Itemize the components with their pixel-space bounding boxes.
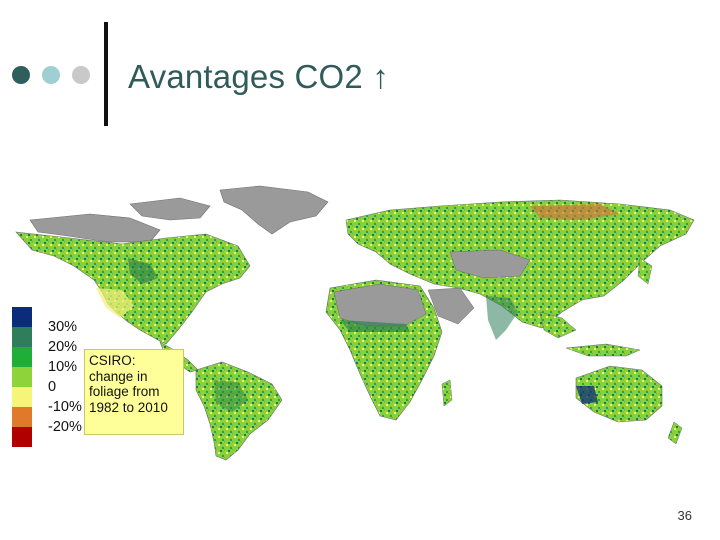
sahara-gray <box>333 283 427 327</box>
title-divider <box>104 22 108 126</box>
legend-label: 20% <box>48 339 78 355</box>
new-zealand <box>667 421 683 445</box>
legend-swatch <box>12 367 32 387</box>
madagascar <box>441 379 453 407</box>
dot-teal <box>42 66 60 84</box>
dot-dark <box>12 66 30 84</box>
legend-label: -20% <box>48 419 82 435</box>
legend-swatch <box>12 327 32 347</box>
siberia-red <box>530 204 620 220</box>
legend-swatch <box>12 387 32 407</box>
india <box>486 296 518 340</box>
australia-dark <box>576 386 598 404</box>
japan <box>637 257 653 285</box>
legend-swatch <box>12 407 32 427</box>
southeast-asia <box>539 311 577 339</box>
slide-title: Avantages CO2 ↑ <box>128 58 390 95</box>
arctic-islands <box>129 197 211 221</box>
indonesia <box>565 343 641 357</box>
legend-swatch <box>12 347 32 367</box>
arabia-gray <box>427 287 475 325</box>
note-line: 1982 to 2010 <box>89 399 168 415</box>
central-asia-gray <box>449 249 531 279</box>
north-america <box>15 231 251 345</box>
legend-swatch <box>12 427 32 447</box>
csiro-note: CSIRO: change in foliage from 1982 to 20… <box>84 349 184 435</box>
north-america-desert <box>96 288 134 318</box>
bullet-dots <box>12 66 96 84</box>
note-line: foliage from <box>89 384 160 399</box>
legend-label: -10% <box>48 399 82 415</box>
north-america-dark <box>128 258 158 284</box>
south-america <box>195 361 283 461</box>
legend: 30% 20% 10% 0 -10% -20% <box>12 307 82 451</box>
greenland <box>219 185 329 235</box>
legend-label: 30% <box>48 319 78 335</box>
south-america-dark <box>214 380 248 412</box>
legend-swatch <box>12 307 32 327</box>
note-line: change in <box>89 368 148 384</box>
legend-label: 10% <box>48 359 78 375</box>
sahel-dark <box>340 320 410 332</box>
note-line: CSIRO: <box>89 353 136 368</box>
dot-grey <box>72 66 90 84</box>
legend-label: 0 <box>48 379 57 395</box>
page-number: 36 <box>677 508 692 523</box>
australia <box>575 365 663 423</box>
